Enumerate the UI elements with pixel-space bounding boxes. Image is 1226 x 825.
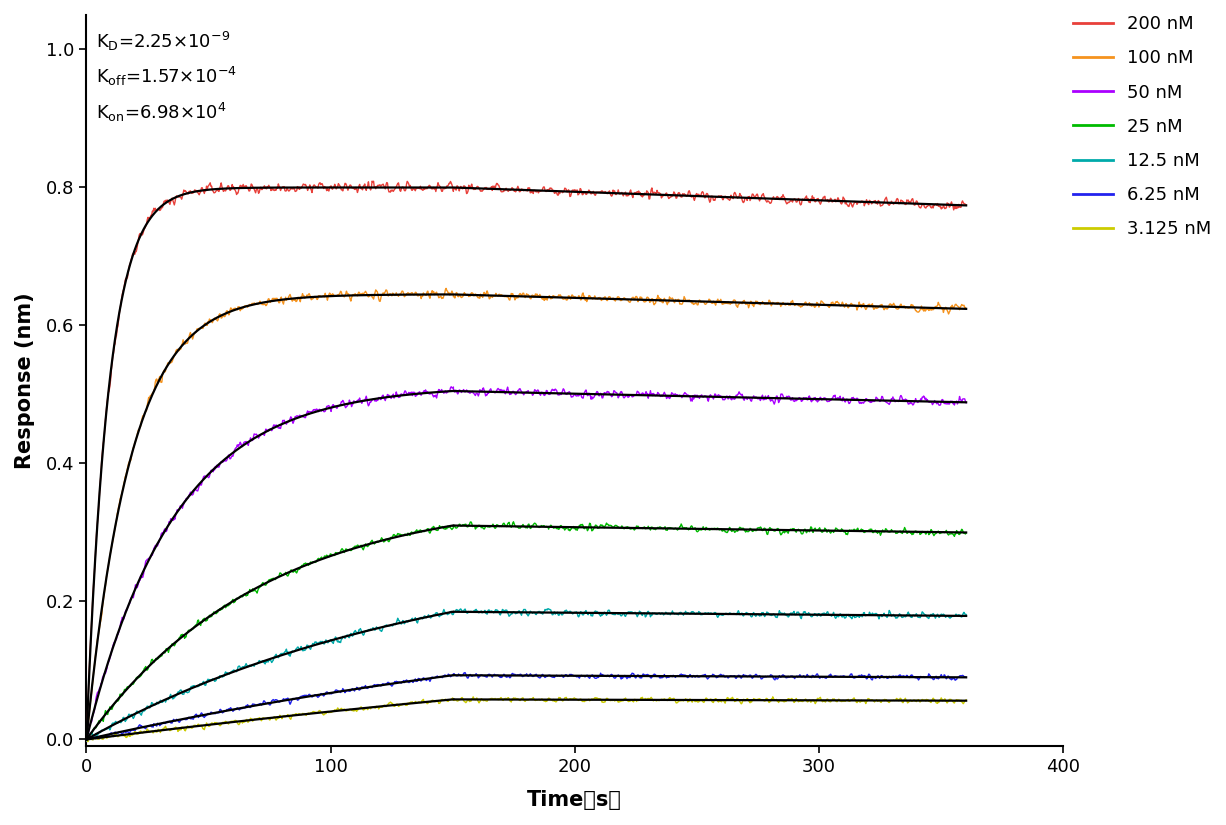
- Text: K$_\mathregular{D}$=2.25×10$^{-9}$
K$_\mathregular{off}$=1.57×10$^{-4}$
K$_\math: K$_\mathregular{D}$=2.25×10$^{-9}$ K$_\m…: [96, 30, 237, 125]
- Y-axis label: Response (nm): Response (nm): [15, 292, 36, 469]
- X-axis label: Time（s）: Time（s）: [527, 790, 622, 810]
- Legend: 200 nM, 100 nM, 50 nM, 25 nM, 12.5 nM, 6.25 nM, 3.125 nM: 200 nM, 100 nM, 50 nM, 25 nM, 12.5 nM, 6…: [1073, 15, 1211, 238]
